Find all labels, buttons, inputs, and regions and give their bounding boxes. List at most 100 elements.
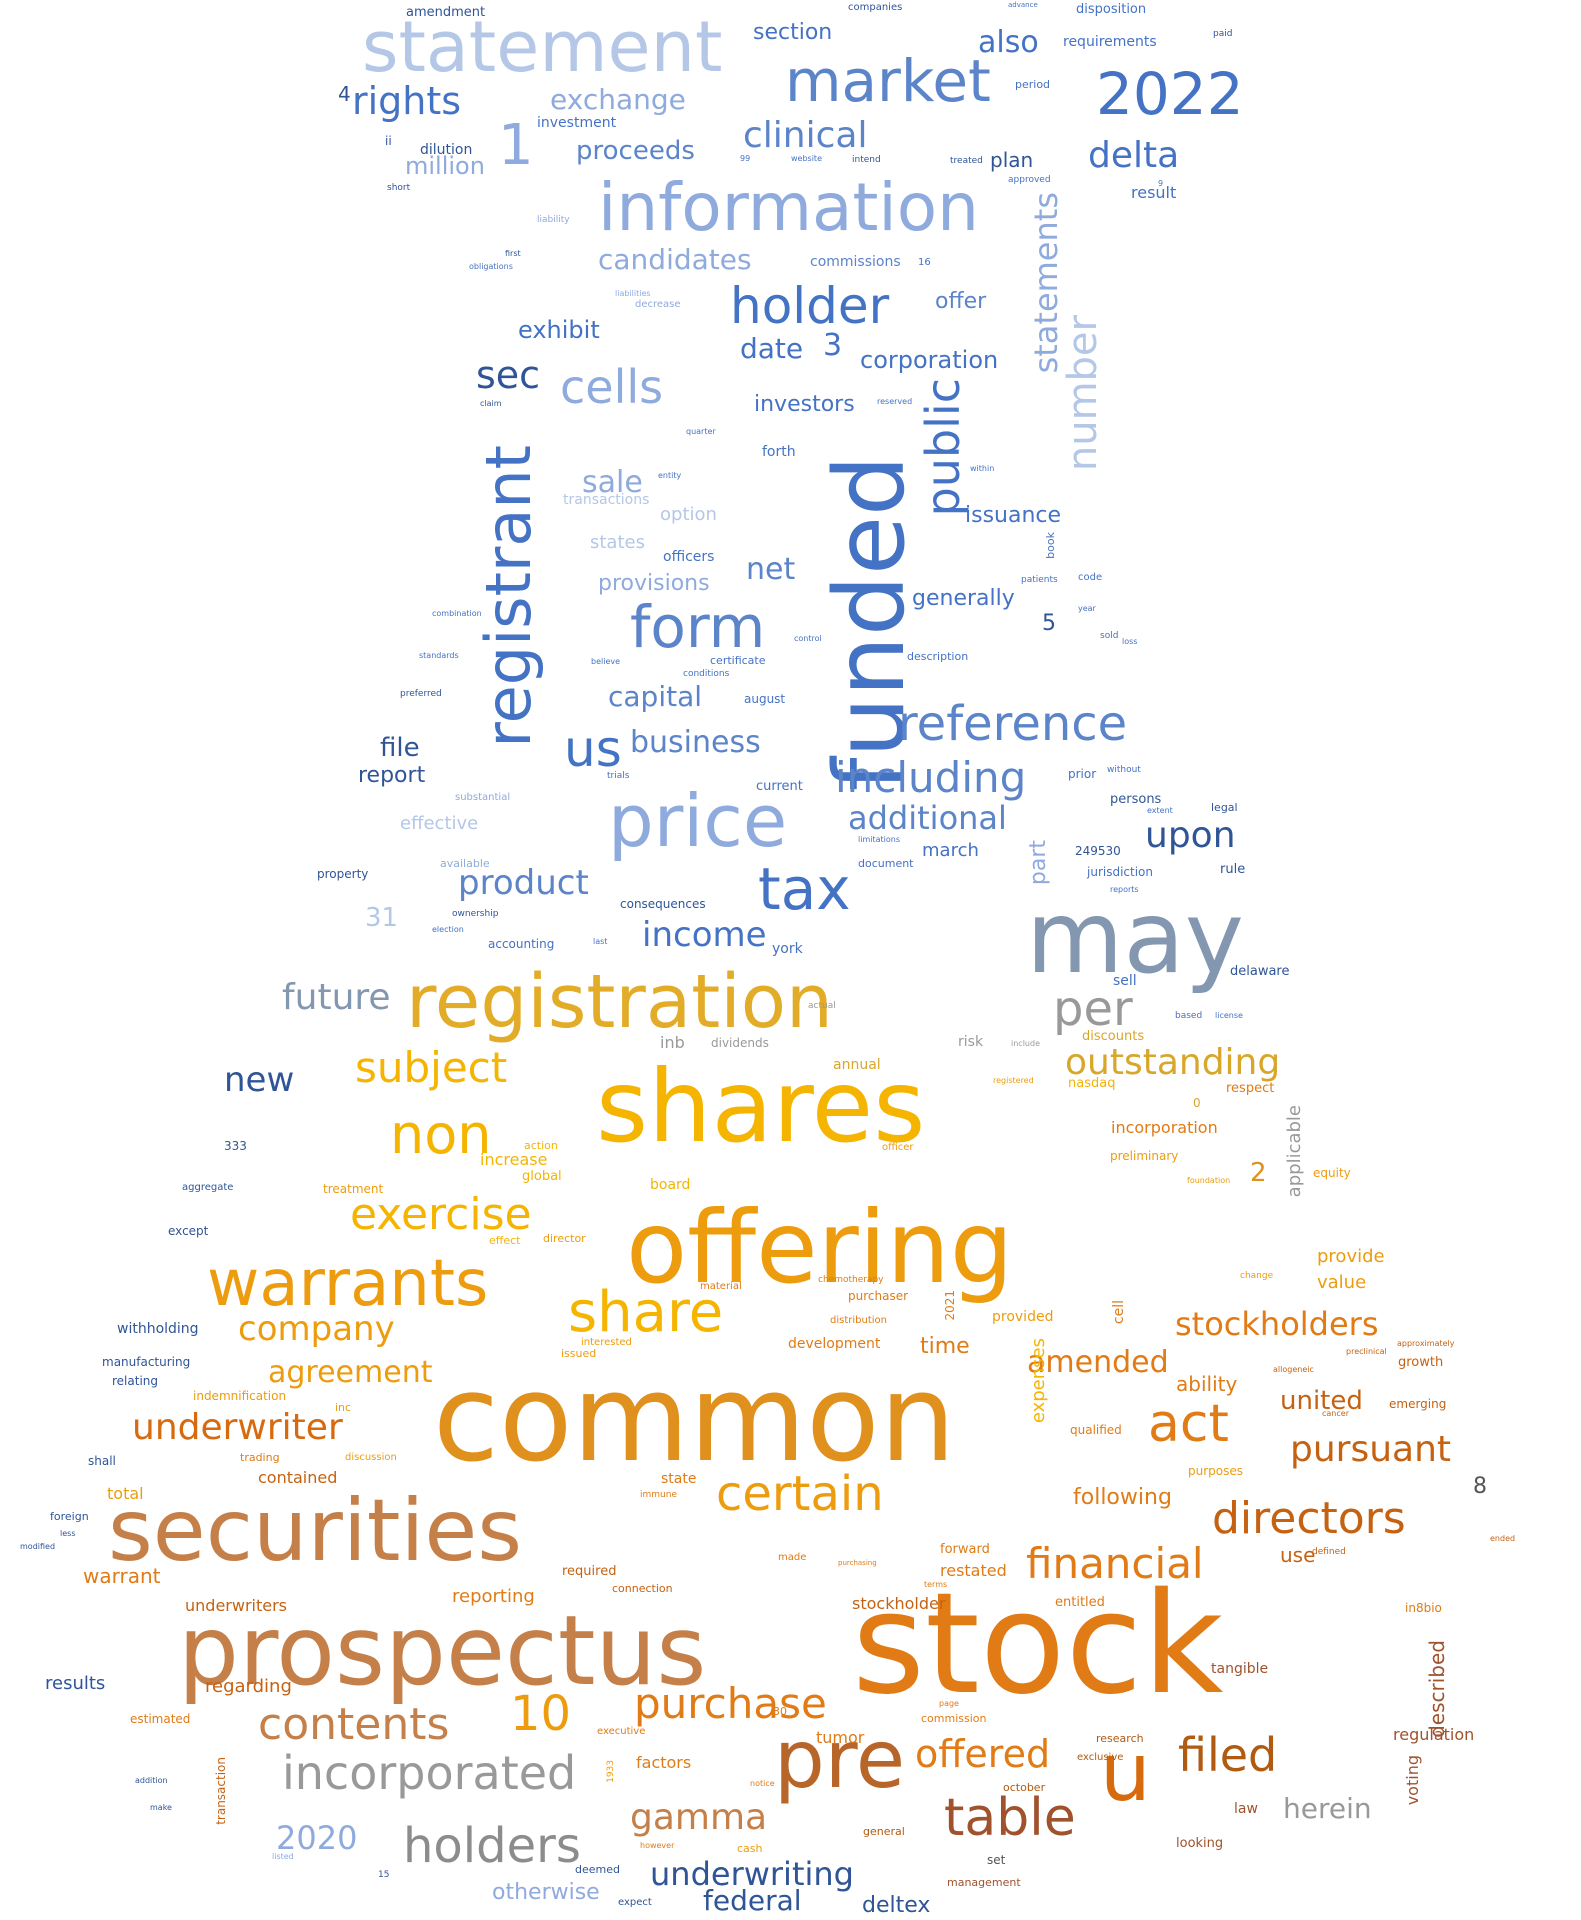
word-dilution: dilution xyxy=(420,142,473,158)
word-2020: 2020 xyxy=(276,1819,358,1857)
word-product: product xyxy=(458,863,589,903)
word-securities: securities xyxy=(108,1481,523,1581)
word-2021: 2021 xyxy=(943,1290,957,1321)
word-common: common xyxy=(433,1350,956,1489)
word-forward: forward xyxy=(940,1542,990,1557)
word-warrants: warrants xyxy=(207,1247,489,1321)
word-stock: stock xyxy=(852,1563,1224,1726)
word-offering: offering xyxy=(626,1189,1014,1306)
word-quarter: quarter xyxy=(686,427,716,436)
word-additional: additional xyxy=(848,799,1007,837)
word-description: description xyxy=(907,650,969,663)
word-exchange: exchange xyxy=(550,83,686,116)
word-limitations: limitations xyxy=(858,835,900,844)
word-expenses: expenses xyxy=(1028,1338,1049,1424)
word-page: page xyxy=(939,1699,959,1708)
word-tumor: tumor xyxy=(816,1728,865,1747)
word-1: 1 xyxy=(498,113,534,178)
word-include: include xyxy=(1011,1039,1040,1048)
word-extent: extent xyxy=(1147,806,1173,815)
word-aggregate: aggregate xyxy=(182,1182,234,1193)
word-required: required xyxy=(562,1564,617,1579)
word-substantial: substantial xyxy=(455,792,511,803)
word-gamma: gamma xyxy=(630,1797,768,1838)
word-reporting: reporting xyxy=(452,1586,535,1607)
word-foundation: foundation xyxy=(1187,1176,1231,1185)
word-per: per xyxy=(1053,981,1133,1037)
word-officers: officers xyxy=(663,549,715,565)
word-result: result xyxy=(1131,183,1177,202)
word-discussion: discussion xyxy=(345,1452,397,1463)
word-based: based xyxy=(1175,1011,1203,1021)
word-5: 5 xyxy=(1042,611,1056,636)
word-issuance: issuance xyxy=(965,503,1062,528)
word-listed: listed xyxy=(272,1852,294,1861)
word-15: 15 xyxy=(378,1870,390,1880)
word-short: short xyxy=(387,183,411,193)
word-information: information xyxy=(598,169,979,246)
word-terms: terms xyxy=(924,1580,948,1589)
word-249530: 249530 xyxy=(1075,844,1121,858)
word-agreement: agreement xyxy=(268,1355,433,1390)
word-equity: equity xyxy=(1313,1166,1351,1180)
word-actual: actual xyxy=(808,1001,836,1011)
word-future: future xyxy=(282,977,391,1018)
word-report: report xyxy=(358,763,426,788)
word-march: march xyxy=(922,840,979,861)
word-99: 99 xyxy=(740,154,751,163)
word-proceeds: proceeds xyxy=(576,136,695,166)
word-defined: defined xyxy=(1312,1547,1346,1557)
word-allogeneic: allogeneic xyxy=(1273,1365,1314,1374)
word-option: option xyxy=(660,504,717,525)
word-31: 31 xyxy=(365,903,399,933)
word-underwriters: underwriters xyxy=(185,1596,287,1615)
word-rights: rights xyxy=(352,79,462,123)
word-market: market xyxy=(785,47,991,115)
word-research: research xyxy=(1096,1732,1144,1745)
word-trading: trading xyxy=(240,1451,280,1464)
word-9: 9 xyxy=(1158,179,1164,188)
word-state: state xyxy=(661,1471,697,1487)
word-certificate: certificate xyxy=(710,654,766,667)
word-disposition: disposition xyxy=(1076,2,1147,17)
word-sold: sold xyxy=(1100,631,1119,641)
word-october: october xyxy=(1003,1781,1046,1794)
word-intend: intend xyxy=(852,155,881,165)
word-time: time xyxy=(920,1334,970,1359)
word-contents: contents xyxy=(258,1699,450,1750)
word-company: company xyxy=(238,1309,395,1349)
word-net: net xyxy=(746,552,796,587)
word-regarding: regarding xyxy=(205,1676,292,1697)
word-new: new xyxy=(224,1060,295,1100)
word-manufacturing: manufacturing xyxy=(102,1355,191,1369)
word-results: results xyxy=(45,1673,106,1694)
word-withholding: withholding xyxy=(117,1321,199,1337)
word-code: code xyxy=(1078,572,1103,583)
word-treated: treated xyxy=(950,156,983,166)
word-transactions: transactions xyxy=(563,492,650,508)
word-candidates: candidates xyxy=(598,243,752,276)
word-exercise: exercise xyxy=(350,1189,532,1240)
word-first: first xyxy=(505,249,521,258)
word-claim: claim xyxy=(480,399,502,408)
word-share: share xyxy=(568,1280,724,1345)
word-estimated: estimated xyxy=(130,1712,191,1726)
word-ii: ii xyxy=(385,134,392,148)
word-preliminary: preliminary xyxy=(1110,1149,1179,1163)
word-issued: issued xyxy=(561,1347,597,1360)
word-exclusive: exclusive xyxy=(1077,1752,1124,1763)
word-made: made xyxy=(778,1552,807,1563)
word-value: value xyxy=(1317,1272,1367,1293)
word-sell: sell xyxy=(1113,973,1137,989)
word-patients: patients xyxy=(1021,575,1058,585)
word-1933: 1933 xyxy=(606,1760,616,1783)
word-without: without xyxy=(1107,765,1141,775)
word-obligations: obligations xyxy=(469,262,513,271)
word-total: total xyxy=(107,1484,144,1503)
word-conditions: conditions xyxy=(683,669,730,679)
word-generally: generally xyxy=(912,586,1015,611)
word-number: number xyxy=(1060,315,1106,472)
word-act: act xyxy=(1148,1394,1229,1454)
word-sale: sale xyxy=(582,465,643,500)
